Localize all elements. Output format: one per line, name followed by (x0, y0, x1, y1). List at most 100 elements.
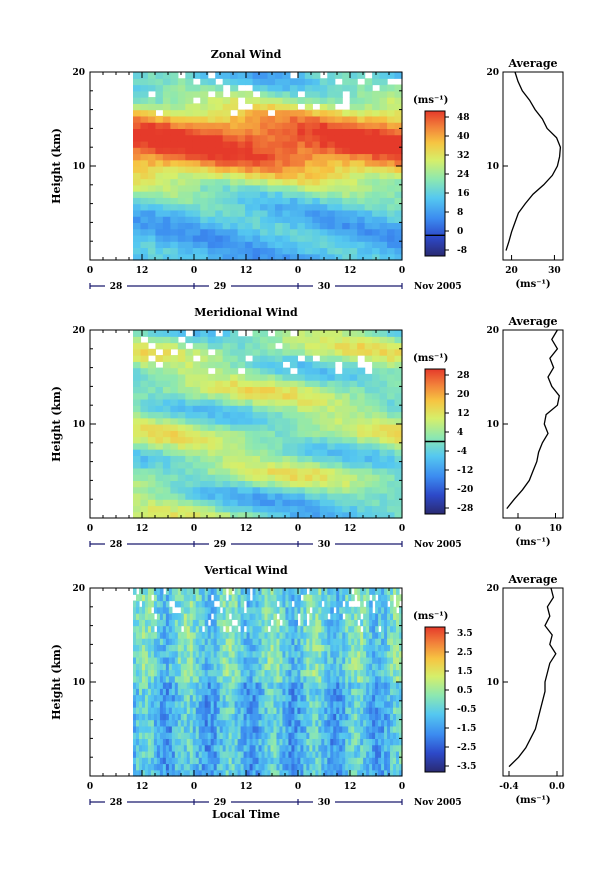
heatmap-cell (260, 462, 268, 469)
heatmap-cell (215, 349, 223, 356)
heatmap-cell (148, 462, 156, 469)
heatmap-cell (200, 336, 208, 343)
heatmap-cell (230, 374, 238, 381)
heatmap-cell (260, 343, 268, 350)
heatmap-cell (342, 141, 350, 148)
heatmap-cell (238, 197, 246, 204)
heatmap-cell (275, 499, 283, 506)
heatmap-cell (178, 449, 186, 456)
heatmap-cell (342, 166, 350, 173)
heatmap-cell (208, 103, 216, 110)
heatmap-cell (305, 166, 313, 173)
heatmap-cell (275, 185, 283, 192)
heatmap-cell (170, 97, 178, 104)
heatmap-cell (268, 122, 276, 129)
heatmap-cell (260, 128, 268, 135)
heatmap-cell (275, 374, 283, 381)
heatmap-cell (155, 85, 163, 92)
heatmap-cell (350, 405, 358, 412)
heatmap-cell (185, 493, 193, 500)
heatmap-cell (275, 216, 283, 223)
heatmap-cell (297, 487, 305, 494)
heatmap-cell (220, 626, 224, 633)
heatmap-cell (372, 424, 380, 431)
heatmap-cell (395, 229, 403, 236)
heatmap-cell (223, 405, 231, 412)
colorbar-tick-label: 40 (457, 132, 470, 142)
heatmap-cell (245, 336, 253, 343)
heatmap-cell (133, 330, 141, 337)
heatmap-cell (208, 135, 216, 142)
heatmap-cell (305, 85, 313, 92)
heatmap-cell (178, 222, 186, 229)
heatmap-cell (342, 374, 350, 381)
heatmap-cell (170, 499, 178, 506)
heatmap-cell (320, 418, 328, 425)
heatmap-cell (380, 97, 388, 104)
heatmap-cell (275, 179, 283, 186)
heatmap-cell (178, 468, 186, 475)
heatmap-cell (320, 493, 328, 500)
heatmap-cell (305, 443, 313, 450)
heatmap-cell (193, 216, 201, 223)
heatmap-cell (268, 449, 276, 456)
heatmap-cell (290, 222, 298, 229)
colorbar-tick-label: 32 (457, 151, 470, 161)
heatmap-cell (372, 97, 380, 104)
heatmap-cell (268, 160, 276, 167)
heatmap-cell (380, 374, 388, 381)
heatmap-cell (365, 222, 373, 229)
heatmap-cell (305, 349, 313, 356)
heatmap-cell (200, 468, 208, 475)
heatmap-cell (372, 437, 380, 444)
heatmap-cell (297, 128, 305, 135)
heatmap-cells (133, 330, 403, 519)
heatmap-cell (380, 122, 388, 129)
heatmap-cell (320, 380, 328, 387)
heatmap-cell (215, 216, 223, 223)
heatmap-cell (133, 247, 141, 254)
heatmap-cell (312, 141, 320, 148)
heatmap-cell (372, 343, 380, 350)
heatmap-cell (357, 147, 365, 154)
heatmap-cell (155, 424, 163, 431)
heatmap-cell (387, 393, 395, 400)
heatmap-cell (178, 386, 186, 393)
heatmap-cell (230, 229, 238, 236)
heatmap-cell (200, 110, 208, 117)
heatmap-cell (395, 241, 403, 248)
heatmap-cell (163, 336, 171, 343)
heatmap-cell (200, 455, 208, 462)
heatmap-cell (223, 349, 231, 356)
heatmap-cell (320, 229, 328, 236)
heatmap-cell (297, 437, 305, 444)
heatmap-cell (268, 116, 276, 123)
heatmap-cell (208, 147, 216, 154)
heatmap-cell (282, 462, 290, 469)
heatmap-cell (148, 607, 152, 614)
heatmap-cell (275, 361, 283, 368)
heatmap-cell (185, 147, 193, 154)
heatmap-cell (245, 122, 253, 129)
heatmap-cell (268, 147, 276, 154)
heatmap-cell (268, 499, 276, 506)
heatmap-cell (245, 141, 253, 148)
heatmap-cell (260, 216, 268, 223)
heatmap-cell (223, 122, 231, 129)
heatmap-cell (163, 72, 171, 79)
heatmap-cell (253, 405, 261, 412)
heatmap-cell (395, 185, 403, 192)
heatmap-cell (215, 179, 223, 186)
heatmap-cell (155, 343, 163, 350)
heatmap-cell (365, 393, 373, 400)
heatmap-cell (312, 424, 320, 431)
heatmap-cell (335, 191, 343, 198)
heatmap-cell (357, 443, 365, 450)
heatmap-cell (342, 204, 350, 211)
heatmap-cell (185, 424, 193, 431)
heatmap-cell (185, 179, 193, 186)
colorbar-tick-label: 20 (457, 390, 470, 400)
heatmap-cell (290, 437, 298, 444)
heatmap-cell (327, 343, 335, 350)
heatmap-cell (148, 153, 156, 160)
